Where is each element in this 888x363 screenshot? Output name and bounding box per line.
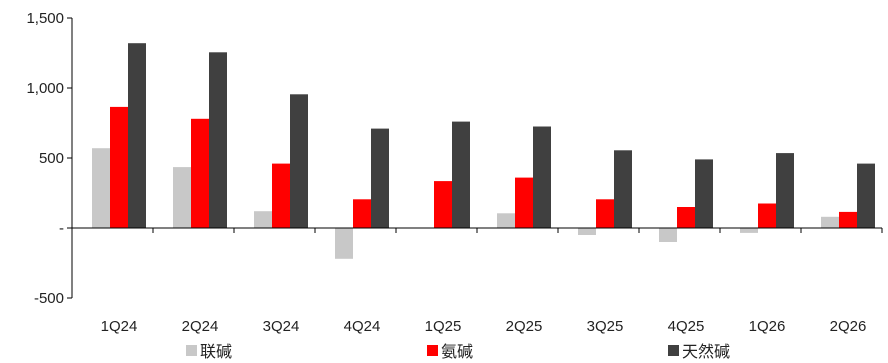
bar-series-2-3q24	[272, 163, 290, 228]
legend-swatch-series-3	[668, 345, 679, 356]
axes-group: 1,500 1,000 500 - -500 1Q24 2Q24 3Q24 4Q24 1Q25 2Q…	[26, 10, 883, 335]
x-tick-label: 3Q24	[263, 318, 300, 335]
legend-label-series-1: 联碱	[200, 342, 232, 361]
bar-series-2-2q26	[839, 211, 857, 228]
bar-series-1-2q25	[497, 213, 515, 228]
bar-series-1-4q25	[659, 228, 677, 242]
bar-series-1-3q25	[578, 228, 596, 235]
x-tick-label: 2Q24	[182, 318, 219, 335]
bar-series-3-1q26	[776, 153, 794, 228]
bar-series-1-2q26	[821, 216, 839, 228]
bar-series-3-2q26	[857, 163, 875, 228]
x-tick-label: 2Q25	[506, 318, 543, 335]
y-tick-label: 1,500	[26, 10, 64, 27]
bar-series-1-3q24	[254, 211, 272, 228]
y-tick-label: -500	[34, 290, 64, 307]
legend-swatch-series-2	[427, 345, 438, 356]
legend: 联碱 氨碱 天然碱	[186, 342, 730, 361]
x-tick-label: 4Q25	[668, 318, 705, 335]
y-tick-label: 1,000	[26, 80, 64, 97]
bar-series-2-3q25	[596, 199, 614, 228]
bar-series-3-2q24	[209, 52, 227, 228]
bar-series-3-2q25	[533, 126, 551, 228]
x-tick-label: 1Q25	[425, 318, 462, 335]
bar-series-2-2q25	[515, 177, 533, 228]
bar-series-3-1q25	[452, 121, 470, 228]
bar-series-3-1q24	[128, 43, 146, 229]
bar-series-1-1q26	[740, 228, 758, 233]
bar-series-2-2q24	[191, 118, 209, 228]
bar-series-2-1q25	[434, 181, 452, 228]
x-tick-label: 2Q26	[830, 318, 867, 335]
y-tick-label: -	[59, 220, 64, 237]
bar-series-2-1q24	[110, 106, 128, 228]
bars-group	[92, 43, 875, 259]
y-tick-label: 500	[39, 150, 64, 167]
legend-swatch-series-1	[186, 345, 197, 356]
bar-series-1-2q24	[173, 167, 191, 228]
bar-series-2-4q25	[677, 207, 695, 228]
bar-series-1-4q24	[335, 228, 353, 259]
bar-series-2-4q24	[353, 199, 371, 228]
legend-label-series-2: 氨碱	[441, 342, 473, 361]
bar-series-3-3q24	[290, 94, 308, 228]
x-tick-label: 1Q24	[101, 318, 138, 335]
x-tick-label: 1Q26	[749, 318, 786, 335]
legend-label-series-3: 天然碱	[682, 342, 730, 361]
x-tick-label: 3Q25	[587, 318, 624, 335]
x-tick-label: 4Q24	[344, 318, 381, 335]
bar-series-1-1q24	[92, 148, 110, 228]
bar-series-3-4q25	[695, 159, 713, 228]
bar-series-3-4q24	[371, 128, 389, 228]
bar-series-2-1q26	[758, 203, 776, 228]
bar-series-3-3q25	[614, 150, 632, 228]
